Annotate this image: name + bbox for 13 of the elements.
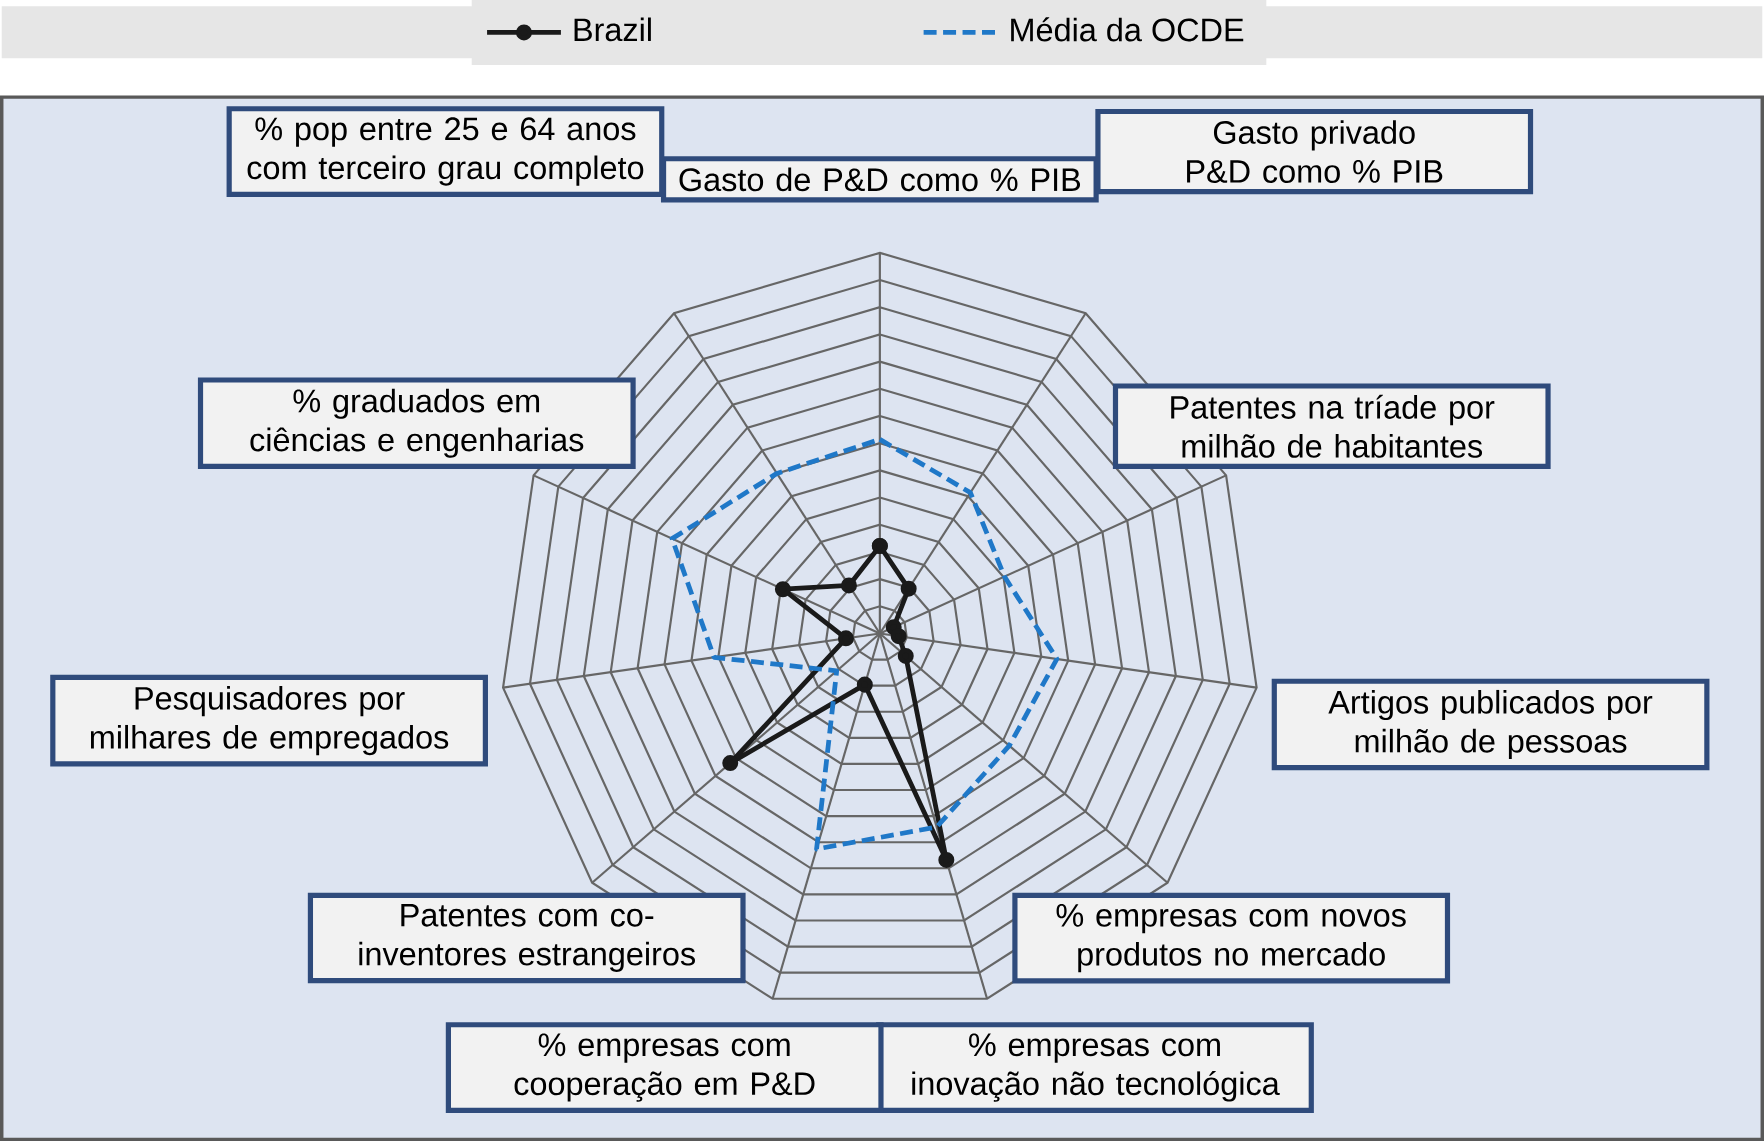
legend-label: Brazil: [574, 17, 651, 42]
spoke-label: Patentes na tríade por milhão de habitantes: [1171, 394, 1495, 458]
spoke-label: % pop entre 25 e 64 anos com terceiro grau completo: [247, 117, 644, 186]
spoke-label: Artigos publicados por milhão de pessoas: [1328, 689, 1653, 759]
spoke-label: % empresas com inovação não tecnológica: [912, 1033, 1280, 1102]
spoke-label: Pesquisadores por milhares de empregados: [90, 685, 449, 755]
spoke-label: % graduados em ciências e engenharias: [250, 388, 584, 458]
spoke-label: % empresas com cooperação em P&D: [514, 1033, 815, 1102]
spoke-label: % empresas com novos produtos no mercado: [1056, 903, 1406, 972]
spoke-label: Patentes com co-inventores estrangeiros: [359, 903, 695, 972]
legend-label: Média da OCDE: [1011, 17, 1244, 42]
spoke-label: Gasto privado P&D como % PIB: [1187, 120, 1443, 183]
spoke-label: Gasto de P&D como % PIB: [679, 167, 1081, 192]
